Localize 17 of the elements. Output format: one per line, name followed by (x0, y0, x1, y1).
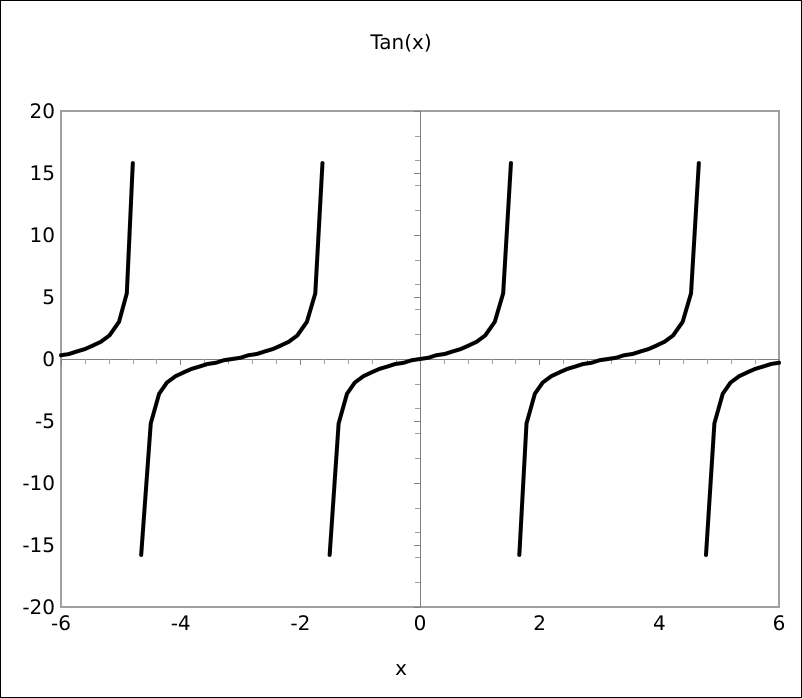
x-tick-label: 2 (533, 611, 546, 635)
y-tick-label: 5 (42, 285, 55, 309)
y-tick-label: 20 (30, 99, 55, 123)
y-tick-label: -10 (22, 471, 55, 495)
y-tick-label: -5 (35, 409, 55, 433)
x-tick-label: -4 (170, 611, 191, 635)
x-axis-title: x (395, 656, 408, 680)
x-tick-label: -2 (290, 611, 310, 635)
x-tick-label: 4 (652, 611, 666, 635)
y-tick-label: -15 (22, 533, 55, 557)
y-tick-label: 10 (30, 223, 55, 247)
x-tick-label: 6 (772, 611, 786, 635)
chart-title: Tan(x) (369, 30, 432, 54)
x-tick-label: 0 (414, 611, 426, 635)
y-tick-label: 0 (42, 347, 55, 371)
y-tick-label: 15 (30, 161, 55, 185)
y-tick-label: -20 (22, 595, 55, 619)
